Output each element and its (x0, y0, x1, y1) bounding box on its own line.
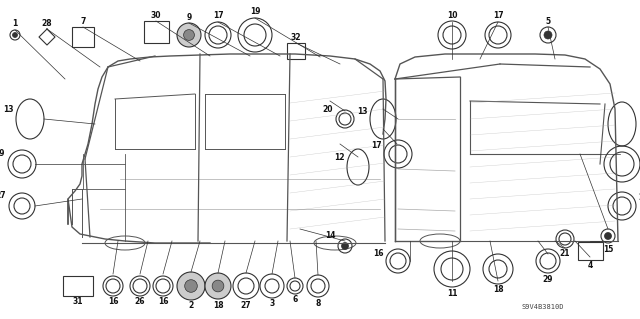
Circle shape (342, 242, 349, 249)
Text: 15: 15 (603, 244, 613, 254)
Text: 13: 13 (639, 112, 640, 121)
Text: 19: 19 (250, 8, 260, 17)
Text: 10: 10 (447, 11, 457, 19)
Text: 25: 25 (639, 194, 640, 203)
Text: 3: 3 (269, 300, 275, 308)
Circle shape (184, 30, 195, 41)
Text: 26: 26 (135, 298, 145, 307)
Text: 31: 31 (73, 298, 83, 307)
Circle shape (544, 31, 552, 39)
Bar (72, 27, 94, 47)
Circle shape (177, 272, 205, 300)
Text: 7: 7 (80, 17, 86, 26)
Bar (63, 276, 93, 296)
Text: 29: 29 (543, 275, 553, 284)
Text: 17: 17 (493, 11, 503, 20)
Text: 11: 11 (447, 288, 457, 298)
Text: 6: 6 (292, 295, 298, 305)
Text: 27: 27 (0, 191, 6, 201)
Bar (287, 43, 305, 59)
Circle shape (212, 280, 224, 292)
Text: 9: 9 (186, 12, 191, 21)
Text: 16: 16 (372, 249, 383, 257)
Text: 8: 8 (316, 299, 321, 308)
Text: 1: 1 (12, 19, 18, 28)
Circle shape (177, 23, 201, 47)
Circle shape (205, 273, 231, 299)
Text: 21: 21 (560, 249, 570, 258)
Circle shape (185, 280, 197, 292)
Text: 18: 18 (212, 300, 223, 309)
Text: S9V4B3810D: S9V4B3810D (522, 304, 564, 310)
Text: 5: 5 (545, 17, 550, 26)
Circle shape (13, 33, 17, 38)
Text: 29: 29 (0, 150, 5, 159)
Bar (143, 21, 168, 43)
Text: 20: 20 (323, 105, 333, 114)
Text: 18: 18 (493, 286, 503, 294)
Text: 17: 17 (371, 142, 381, 151)
Text: 13: 13 (3, 105, 13, 114)
Text: 17: 17 (212, 11, 223, 20)
Circle shape (605, 233, 611, 240)
Bar (577, 242, 602, 260)
Text: 14: 14 (324, 232, 335, 241)
Text: 12: 12 (333, 152, 344, 161)
Text: 4: 4 (588, 262, 593, 271)
Text: 28: 28 (42, 19, 52, 27)
Text: 27: 27 (241, 300, 252, 309)
Text: 30: 30 (151, 11, 161, 19)
Text: 16: 16 (157, 298, 168, 307)
Text: 32: 32 (291, 33, 301, 41)
Text: 2: 2 (188, 301, 194, 310)
Text: 16: 16 (108, 298, 118, 307)
Text: 13: 13 (356, 107, 367, 115)
